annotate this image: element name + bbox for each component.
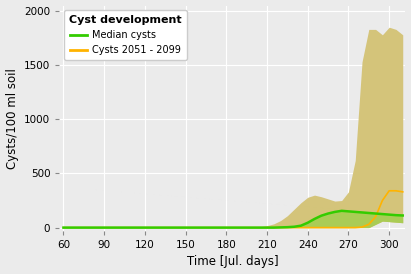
Legend: Median cysts, Cysts 2051 - 2099: Median cysts, Cysts 2051 - 2099 — [64, 10, 187, 60]
X-axis label: Time [Jul. days]: Time [Jul. days] — [187, 255, 278, 269]
Y-axis label: Cysts/100 ml soil: Cysts/100 ml soil — [6, 68, 18, 169]
